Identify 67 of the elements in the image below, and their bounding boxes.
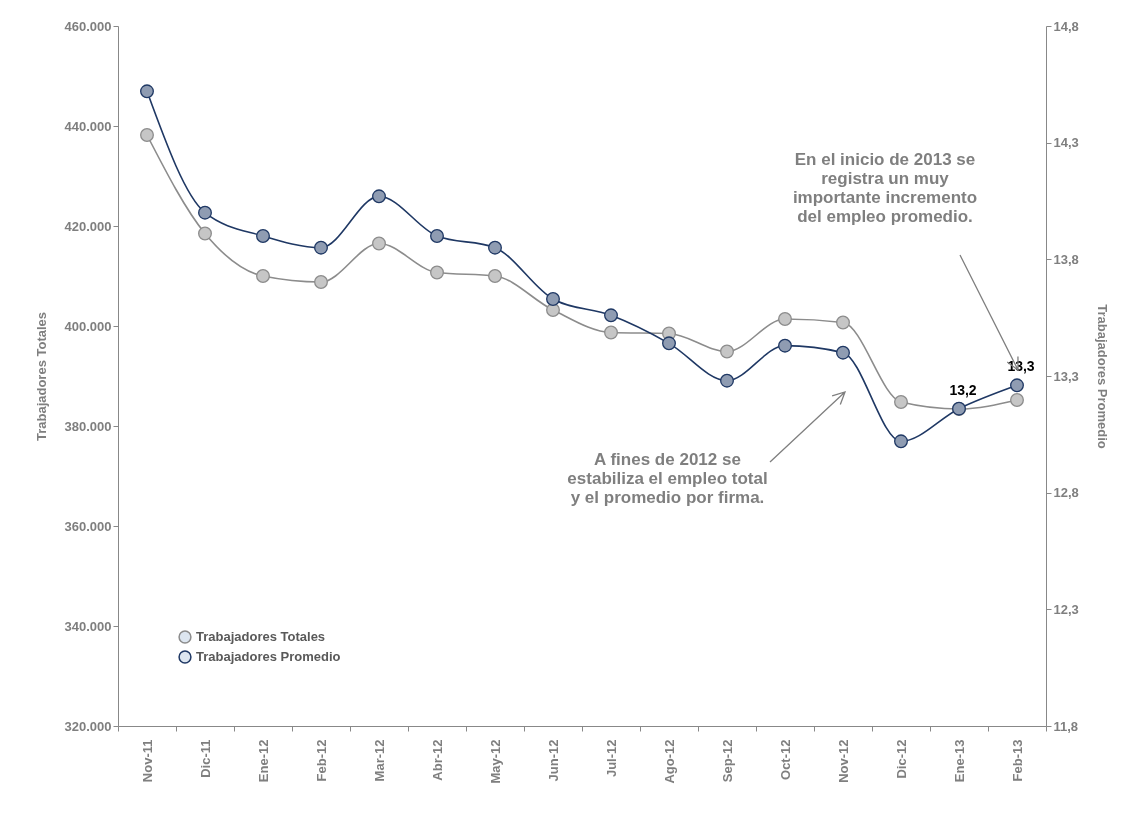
point	[314, 240, 328, 255]
x-tick-label: Abr-12	[429, 739, 445, 781]
point	[604, 325, 618, 340]
y-tick-label: 420.000	[64, 218, 112, 234]
point	[836, 345, 850, 360]
y-tick-label: 440.000	[64, 118, 112, 134]
point	[372, 236, 386, 251]
data-label: 13,2	[949, 381, 977, 398]
point	[604, 308, 618, 323]
point	[720, 373, 734, 388]
y2-tick-label: 12,3	[1053, 601, 1079, 617]
y-tick-label: 380.000	[64, 418, 112, 434]
x-tick-label: Nov-12	[835, 739, 851, 783]
point	[836, 315, 850, 330]
annotation: A fines de 2012 se estabiliza el empleo total y el promedio por firma.	[566, 450, 769, 507]
point	[430, 265, 444, 280]
point	[430, 229, 444, 243]
annotation: En el inicio de 2013 se registra un muy importante incremento del empleo promedio.	[791, 150, 979, 226]
x-tick-label: Dic-11	[197, 739, 213, 778]
point	[662, 336, 676, 351]
point	[546, 292, 560, 306]
point	[314, 275, 328, 289]
x-tick-label: Dic-12	[893, 739, 909, 779]
x-tick-label: May-12	[487, 739, 503, 784]
x-tick-label: Ago-12	[661, 739, 677, 784]
point	[140, 84, 154, 99]
y-tick-label: 360.000	[64, 518, 112, 534]
x-tick-label: Ene-12	[255, 739, 271, 783]
legend-label: Trabajadores Promedio	[196, 649, 341, 664]
x-tick-label: Mar-12	[371, 739, 387, 782]
point	[372, 189, 386, 204]
data-label: 13,3	[1007, 358, 1035, 375]
x-tick-label: Oct-12	[777, 739, 793, 780]
y2-tick-label: 13,3	[1053, 368, 1079, 384]
legend-label: Trabajadores Totales	[196, 629, 326, 644]
y2-tick-label: 14,3	[1053, 135, 1079, 151]
point	[198, 226, 212, 241]
point	[778, 312, 792, 326]
y2-tick-label: 13,8	[1053, 251, 1079, 267]
y-axis-title: Trabajadores Totales	[33, 311, 49, 442]
x-tick-label: Jun-12	[545, 739, 561, 782]
point	[1010, 393, 1024, 407]
point	[140, 128, 154, 142]
y-tick-label: 340.000	[64, 618, 112, 634]
x-tick-label: Ene-13	[951, 739, 967, 783]
y-tick-label: 400.000	[64, 318, 112, 334]
y-tick-label: 320.000	[64, 718, 112, 734]
x-tick-label: Sep-12	[719, 739, 735, 783]
point	[256, 269, 270, 283]
point	[894, 395, 908, 409]
point	[1010, 378, 1024, 393]
x-tick-label: Feb-12	[313, 739, 329, 782]
point	[488, 269, 502, 283]
point	[198, 205, 212, 220]
y2-tick-label: 12,8	[1053, 485, 1079, 501]
y2-axis-title: Trabajadores Promedio	[1094, 304, 1110, 449]
point	[256, 229, 270, 243]
point	[778, 338, 792, 353]
x-tick-label: Nov-11	[139, 739, 155, 783]
x-tick-label: Feb-13	[1009, 739, 1025, 782]
point	[894, 434, 908, 449]
x-tick-label: Jul-12	[603, 739, 619, 778]
point	[488, 240, 502, 255]
y2-tick-label: 11,8	[1053, 718, 1079, 734]
y2-tick-label: 14,8	[1053, 18, 1079, 34]
point	[720, 344, 734, 359]
y-tick-label: 460.000	[64, 18, 112, 34]
